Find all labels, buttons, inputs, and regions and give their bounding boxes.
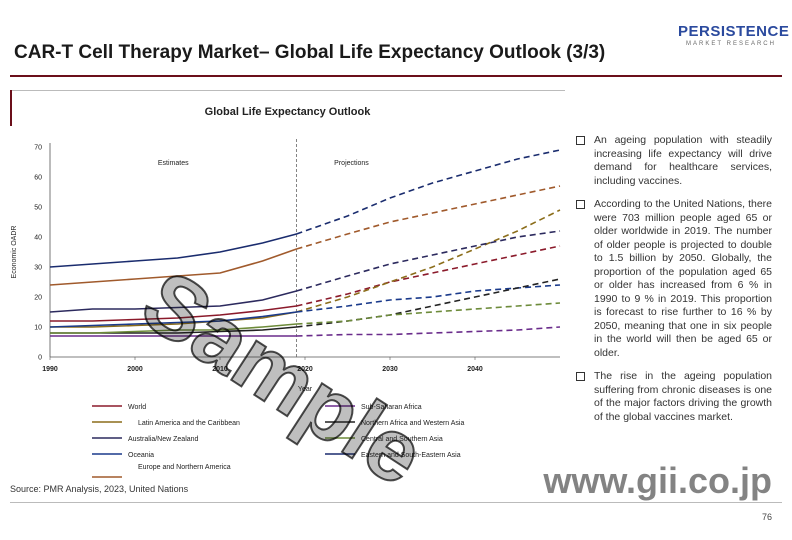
x-tick-label: 1990 bbox=[42, 366, 58, 373]
series-line-projection bbox=[296, 284, 561, 313]
legend-label: Latin America and the Caribbean bbox=[138, 420, 240, 427]
y-tick-label: 70 bbox=[34, 145, 42, 152]
x-tick-label: 2040 bbox=[467, 366, 483, 373]
legend-label: Sub-Saharan Africa bbox=[361, 404, 422, 411]
y-tick-label: 30 bbox=[34, 265, 42, 272]
series-line-estimate bbox=[50, 323, 297, 334]
y-tick-label: 20 bbox=[34, 295, 42, 302]
x-tick-label: 2000 bbox=[127, 366, 143, 373]
x-tick-label: 2030 bbox=[382, 366, 398, 373]
page-number: 76 bbox=[761, 512, 772, 522]
series-line-projection bbox=[296, 209, 561, 313]
chart-frame-accent bbox=[10, 90, 12, 126]
x-tick-label: 2010 bbox=[212, 366, 228, 373]
x-axis-label: Year bbox=[298, 386, 313, 393]
estimates-label: Estimates bbox=[158, 160, 189, 167]
chart-title: Global Life Expectancy Outlook bbox=[204, 106, 371, 118]
series-line-projection bbox=[296, 185, 561, 250]
legend-label: World bbox=[128, 404, 146, 411]
checkbox-bullet-icon bbox=[576, 200, 585, 209]
y-axis-label: Economic OADR bbox=[11, 226, 18, 279]
watermark-url: www.gii.co.jp bbox=[543, 460, 772, 501]
series-line-projection bbox=[296, 302, 561, 325]
bullet-item: The rise in the ageing population suffer… bbox=[576, 370, 772, 424]
footer-divider bbox=[10, 502, 782, 503]
series-line-estimate bbox=[50, 305, 297, 322]
checkbox-bullet-icon bbox=[576, 136, 585, 145]
legend-label: Eastern and South-Eastern Asia bbox=[361, 452, 461, 459]
y-tick-label: 60 bbox=[34, 175, 42, 182]
projections-label: Projections bbox=[334, 160, 369, 167]
series-line-estimate bbox=[49, 248, 297, 286]
legend-label: Central and Southern Asia bbox=[361, 436, 443, 443]
bullet-text: According to the United Nations, there w… bbox=[594, 198, 772, 359]
series-line-projection bbox=[296, 149, 561, 235]
y-tick-label: 50 bbox=[34, 205, 42, 212]
title-underline bbox=[10, 75, 782, 77]
series-line-projection bbox=[296, 245, 561, 307]
y-tick-label: 40 bbox=[34, 235, 42, 242]
logo-text: PERSISTENCE bbox=[678, 24, 789, 40]
legend-label: Northern Africa and Western Asia bbox=[361, 420, 464, 427]
legend-label: Europe and Northern America bbox=[138, 464, 231, 471]
bullet-item: According to the United Nations, there w… bbox=[576, 198, 772, 360]
legend-label: Oceania bbox=[128, 452, 154, 459]
series-line-projection bbox=[296, 230, 561, 292]
series-line-estimate bbox=[49, 233, 297, 268]
y-tick-label: 0 bbox=[38, 355, 42, 362]
bullet-text: The rise in the ageing population suffer… bbox=[594, 370, 772, 423]
logo-main-text: PERSISTENCE bbox=[678, 23, 790, 40]
series-line-projection bbox=[296, 278, 561, 328]
series-line-estimate bbox=[49, 311, 297, 328]
logo-subtext: MARKET RESEARCH bbox=[686, 41, 776, 47]
bullet-item: An ageing population with steadily incre… bbox=[576, 134, 772, 188]
source-note: Source: PMR Analysis, 2023, United Natio… bbox=[10, 484, 189, 494]
series-line-estimate bbox=[50, 311, 297, 328]
legend-label: Australia/New Zealand bbox=[128, 436, 199, 443]
bullet-list: An ageing population with steadily incre… bbox=[576, 134, 772, 434]
y-tick-label: 10 bbox=[34, 325, 42, 332]
series-line-projection bbox=[296, 326, 561, 337]
checkbox-bullet-icon bbox=[576, 372, 585, 381]
x-tick-label: 2020 bbox=[297, 366, 313, 373]
series-line-estimate bbox=[49, 290, 297, 313]
bullet-text: An ageing population with steadily incre… bbox=[594, 134, 772, 187]
page-title: CAR-T Cell Therapy Market– Global Life E… bbox=[14, 42, 606, 63]
persistence-logo: PERSISTENCE MARKET RESEARCH bbox=[678, 24, 789, 48]
